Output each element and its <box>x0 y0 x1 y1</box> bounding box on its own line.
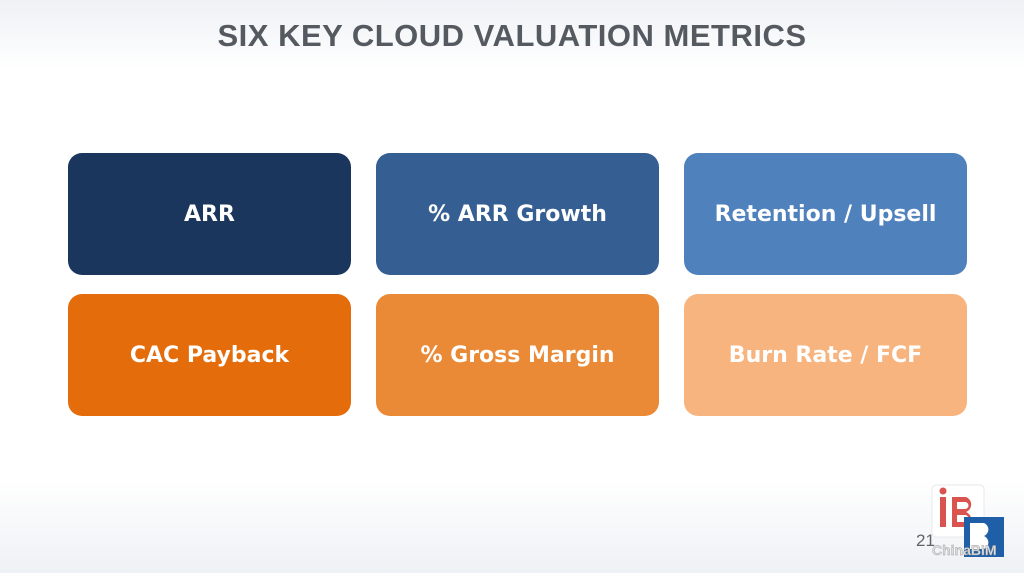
metric-card-cac-payback: CAC Payback <box>68 294 351 416</box>
metrics-grid: ARR % ARR Growth Retention / Upsell CAC … <box>68 153 968 416</box>
slide-title: SIX KEY CLOUD VALUATION METRICS <box>217 18 807 53</box>
metric-card-gross-margin: % Gross Margin <box>376 294 659 416</box>
metric-card-retention-upsell: Retention / Upsell <box>684 153 967 275</box>
metric-card-arr-growth: % ARR Growth <box>376 153 659 275</box>
metric-card-arr: ARR <box>68 153 351 275</box>
page-number: 21 <box>916 531 935 550</box>
svg-text:ChinaBIM: ChinaBIM <box>932 542 997 558</box>
metric-card-burn-rate-fcf: Burn Rate / FCF <box>684 294 967 416</box>
chinabim-logo-icon: ChinaBIM <box>931 484 1004 558</box>
